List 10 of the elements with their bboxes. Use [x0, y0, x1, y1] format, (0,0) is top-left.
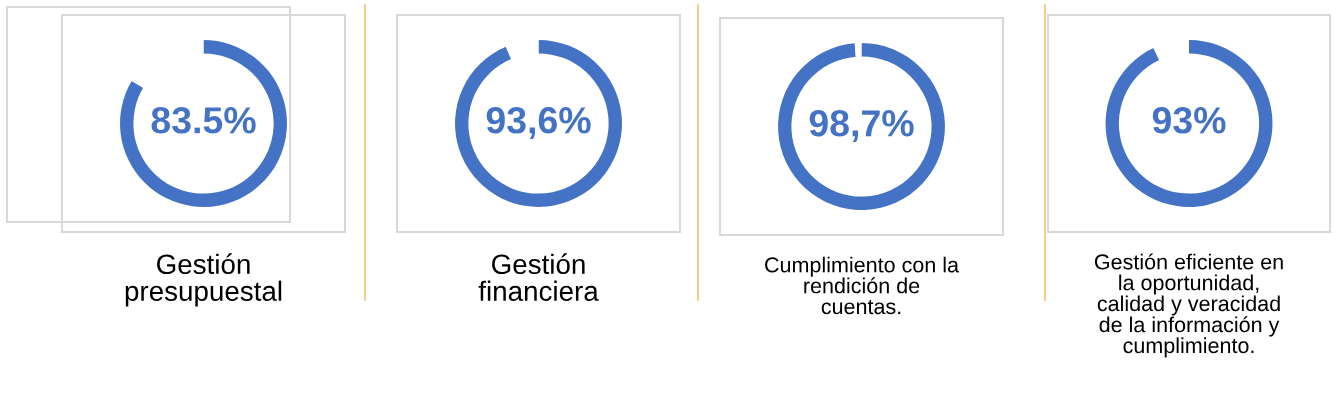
text: Gestión presupuestal — [125, 253, 282, 307]
data-label: 83.5% — [151, 107, 256, 134]
text: Cumplimiento con la rendición de cuentas. — [765, 256, 960, 315]
data-label: 93,6% — [486, 107, 591, 139]
text: Gestión eficiente en la oportunidad, calidad y veracidad de la información y cumplimiento. — [1094, 253, 1283, 358]
data-label: 93% — [1152, 107, 1226, 134]
donut-slice — [778, 43, 945, 210]
donut-slice — [854, 43, 862, 57]
text: Gestión financiera — [478, 253, 599, 301]
data-label: 98,7% — [809, 110, 914, 142]
